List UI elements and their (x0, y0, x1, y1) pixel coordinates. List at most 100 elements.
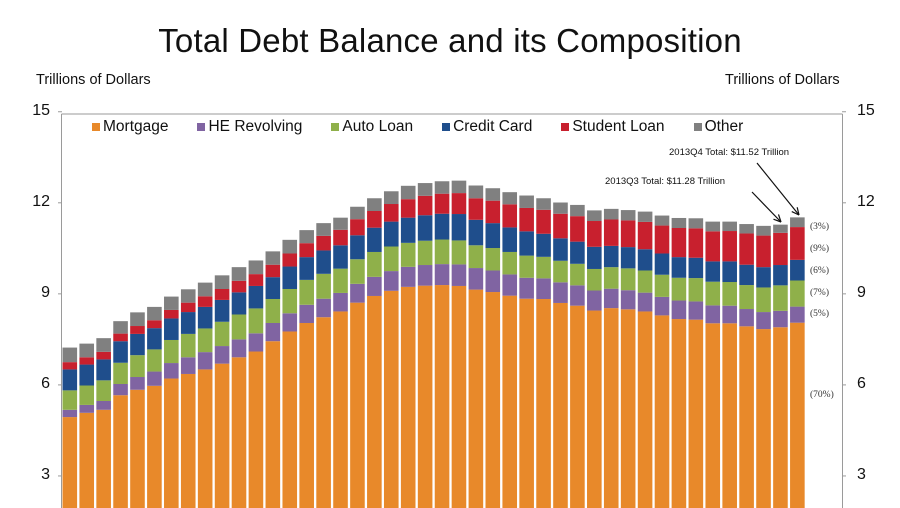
bar-segment-credit-card (180, 312, 196, 334)
bar-segment-mortgage (688, 319, 704, 508)
share-label-student-loan: (9%) (810, 244, 829, 254)
bar-segment-he-revolving (485, 270, 501, 293)
legend-item-mortgage: Mortgage (92, 118, 168, 136)
bar-segment-mortgage (587, 310, 602, 508)
bar-segment-he-revolving (502, 274, 518, 296)
bar-segment-he-revolving (756, 312, 771, 330)
bar-segment-mortgage (383, 290, 399, 508)
bar-segment-credit-card (468, 219, 484, 246)
bar-segment-he-revolving (113, 383, 128, 396)
bar-segment-he-revolving (197, 352, 213, 370)
bar-segment-student-loan (485, 200, 501, 224)
bar-segment-credit-card (671, 257, 687, 278)
bar-segment-student-loan (451, 193, 467, 215)
bar-segment-mortgage (282, 331, 298, 508)
bar-segment-credit-card (147, 328, 162, 350)
bar-segment-credit-card (603, 245, 619, 268)
bar-segment-student-loan (350, 219, 365, 236)
bar-segment-auto-loan (502, 251, 518, 275)
bar-segment-mortgage (654, 315, 670, 508)
bar-segment-student-loan (587, 221, 602, 247)
bar-segment-auto-loan (671, 277, 687, 301)
bar-segment-other (688, 218, 704, 229)
bar-segment-other (333, 217, 348, 230)
arrow-2013q4 (756, 162, 800, 216)
bar-segment-student-loan (417, 195, 433, 216)
bar-segment-credit-card (637, 249, 653, 271)
bar-segment-student-loan (722, 231, 737, 262)
annotation-2013q4-total: 2013Q4 Total: $11.52 Trillion (669, 147, 790, 158)
bar-segment-credit-card (400, 217, 416, 243)
bar-segment-auto-loan (705, 281, 721, 306)
bar-segment-credit-card (130, 333, 145, 356)
bar-segment-auto-loan (468, 245, 484, 269)
legend-item-auto-loan: Auto Loan (331, 118, 413, 136)
bar-segment-he-revolving (688, 301, 704, 320)
bar-segment-student-loan (434, 193, 450, 214)
annotation-arrows (751, 162, 800, 223)
bar-segment-he-revolving (400, 266, 416, 287)
bar-segment-he-revolving (620, 290, 636, 310)
bar-segment-he-revolving (587, 290, 602, 311)
bar-segment-other (485, 188, 501, 201)
bar-segment-he-revolving (248, 333, 264, 352)
bar-segment-mortgage (671, 319, 687, 508)
bar-segment-mortgage (248, 351, 264, 508)
bar-segment-other (570, 204, 585, 217)
bar-segment-student-loan (536, 209, 551, 234)
bar-segment-other (350, 206, 365, 220)
bar-segment-auto-loan (756, 287, 771, 313)
legend-swatch (197, 123, 206, 131)
bar-segment-mortgage (468, 289, 484, 508)
bar-segment-credit-card (164, 318, 179, 340)
bar-segment-he-revolving (790, 306, 805, 323)
bar-segment-mortgage (451, 285, 467, 508)
bar-segment-other (400, 185, 416, 200)
bar-segment-student-loan (400, 199, 416, 218)
bar-segment-other (248, 260, 264, 275)
bar-segment-other (197, 282, 213, 297)
bar-segment-mortgage (434, 285, 450, 508)
y-tick-label-left: 12 (32, 192, 50, 210)
bar-segment-other (705, 221, 721, 232)
bar-segment-mortgage (79, 412, 95, 508)
bar-segment-student-loan (164, 309, 179, 319)
bar-segment-credit-card (773, 265, 788, 286)
bar-segment-he-revolving (164, 363, 179, 379)
bar-segment-mortgage (603, 308, 619, 508)
bar-segment-other (790, 217, 805, 228)
bar-segment-mortgage (197, 369, 213, 508)
bar-segment-other (367, 198, 382, 211)
bar-segment-other (502, 192, 518, 205)
bar-segment-credit-card (367, 227, 382, 252)
bar-segment-auto-loan (248, 308, 264, 334)
legend: Mortgage HE Revolving Auto Loan Credit C… (92, 118, 743, 136)
arrow-head-icon (791, 211, 800, 216)
bar-segment-student-loan (316, 235, 331, 251)
bar-segment-other (316, 223, 331, 236)
bar-segment-auto-loan (553, 260, 568, 283)
bar-segment-mortgage (130, 389, 145, 508)
bar-segment-auto-loan (417, 240, 433, 266)
bar-segment-mortgage (400, 286, 416, 508)
axes (58, 111, 846, 508)
bar-segment-mortgage (113, 395, 128, 508)
bar-segment-other (180, 289, 196, 303)
bar-segment-mortgage (299, 322, 314, 508)
bar-segment-he-revolving (231, 339, 247, 358)
bar-segment-credit-card (587, 246, 602, 269)
bar-segment-auto-loan (164, 339, 179, 364)
bar-segment-mortgage (773, 327, 788, 508)
y-tick-label-left: 15 (32, 101, 50, 119)
bar-segment-other (417, 183, 433, 196)
bar-segment-he-revolving (367, 276, 382, 296)
bar-segment-he-revolving (333, 292, 348, 312)
y-tick-label-right: 6 (857, 374, 866, 392)
bar-segment-auto-loan (739, 285, 754, 310)
bar-segment-he-revolving (265, 322, 281, 342)
bar-segment-auto-loan (570, 263, 585, 286)
bar-segment-student-loan (620, 220, 636, 248)
legend-item-other: Other (693, 118, 743, 136)
bar-segment-he-revolving (603, 288, 619, 309)
bar-segment-credit-card (688, 257, 704, 279)
